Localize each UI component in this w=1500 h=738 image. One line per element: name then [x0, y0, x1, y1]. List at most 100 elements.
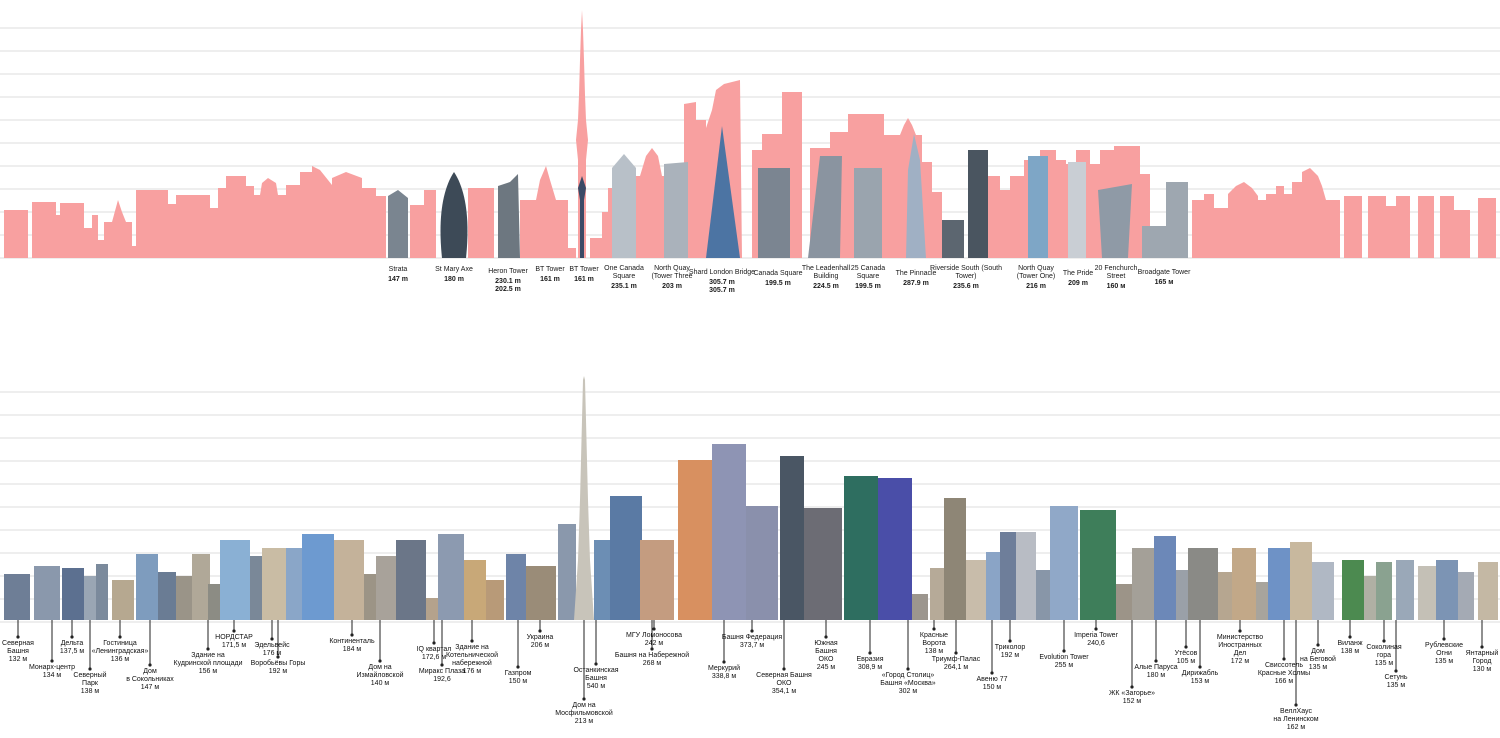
- building-height: 171,5 м: [221, 642, 247, 649]
- building-name: «Город Столиц» Башня «Москва»: [880, 672, 936, 687]
- london-label: St Mary Axe 180 m: [435, 266, 473, 284]
- moscow-label: Алые Паруса 180 м: [1134, 664, 1177, 680]
- building-name: The Pinnacle: [895, 270, 937, 277]
- moscow-building: [302, 534, 334, 620]
- leader-dot: [1282, 657, 1286, 661]
- building-name: Меркурий: [708, 665, 740, 672]
- building-height: 206 м: [530, 642, 550, 649]
- london-label: BT Tower 161 m: [569, 266, 598, 284]
- moscow-building: [176, 576, 192, 620]
- london-label: Heron Tower 230.1 m 202.5 m: [488, 268, 528, 294]
- moscow-building: [1232, 548, 1256, 620]
- leader-dot: [432, 641, 436, 645]
- london-label: Broadgate Tower 165 м: [1138, 269, 1191, 287]
- building-name: Strata: [388, 266, 408, 273]
- leader-dot: [906, 667, 910, 671]
- london-label: Shard London Bridge 305.7 m 305.7 m: [689, 269, 755, 295]
- building-height: 156 м: [198, 668, 218, 675]
- building-name: Авеню 77: [976, 676, 1008, 683]
- leader-dot: [782, 667, 786, 671]
- leader-dot: [722, 660, 726, 664]
- moscow-building: [464, 560, 486, 620]
- moscow-label: Южная Башня ОКО 245 м: [814, 640, 837, 672]
- leader-dot: [88, 667, 92, 671]
- building-name: Дом на Мосфильмовской: [555, 702, 613, 717]
- moscow-label: Здание на Кудринской площади 156 м: [174, 652, 243, 676]
- building-height: 242 м: [644, 640, 664, 647]
- building-height: 135 м: [1434, 658, 1454, 665]
- leader-dot: [516, 665, 520, 669]
- building-height: 235.1 m: [611, 283, 637, 290]
- building-name: Здание на Котельнической набережной: [445, 644, 499, 667]
- building-height: 176 м: [462, 668, 482, 675]
- leader-dot: [470, 639, 474, 643]
- moscow-label: Евразия 308,9 м: [856, 656, 883, 672]
- moscow-building: [250, 556, 264, 620]
- strata-building: [388, 190, 408, 258]
- moscow-label: «Город Столиц» Башня «Москва» 302 м: [880, 672, 935, 696]
- building-name: Imperia Tower: [1074, 632, 1118, 639]
- moscow-label: Северная Башня ОКО 354,1 м: [756, 672, 812, 696]
- building-height: 138 м: [1340, 648, 1360, 655]
- moscow-label: Дом на Беговой 135 м: [1300, 648, 1336, 672]
- moscow-building: [944, 498, 966, 620]
- moscow-label: Северная Башня 132 м: [2, 640, 34, 664]
- moscow-label: Янтарный Город 130 м: [1466, 650, 1499, 674]
- leader-dot: [1480, 645, 1484, 649]
- moscow-building: [594, 540, 614, 620]
- leader-dot: [1294, 703, 1298, 707]
- moscow-label: Imperia Tower 240,6: [1074, 632, 1118, 648]
- moscow-building: [506, 554, 526, 620]
- moscow-building: [1396, 560, 1414, 620]
- moscow-building: [192, 554, 210, 620]
- building-name: Riverside South (South Tower): [930, 265, 1002, 280]
- leader-dot: [652, 627, 656, 631]
- moscow-label: Останкинская Башня 540 м: [573, 667, 618, 691]
- moscow-building: [912, 594, 928, 620]
- leader-dot: [118, 635, 122, 639]
- leader-dot: [932, 627, 936, 631]
- moscow-building: [780, 456, 804, 620]
- leader-dot: [824, 635, 828, 639]
- building-name: St Mary Axe: [435, 266, 473, 273]
- building-height: 130 м: [1472, 666, 1492, 673]
- building-name: 20 Fenchurch Street: [1094, 265, 1138, 280]
- leader-dot: [276, 655, 280, 659]
- building-name: Heron Tower: [488, 268, 528, 275]
- leader-dot: [378, 659, 382, 663]
- north-quay-building: [664, 162, 688, 258]
- moscow-label: МГУ Ломоносова 242 м: [626, 632, 682, 648]
- building-name: Соколиная гора: [1366, 644, 1402, 659]
- moscow-label: Дом в Сокольниках 147 м: [126, 668, 174, 692]
- moscow-label: Гостиница «Ленинградская» 136 м: [92, 640, 149, 664]
- leader-dot: [1238, 629, 1242, 633]
- building-name: ВеллХаус на Ленинском: [1273, 708, 1319, 723]
- moscow-label: Дельта 137,5 м: [60, 640, 84, 656]
- moscow-building: [1176, 570, 1190, 620]
- building-height: 140 м: [370, 680, 390, 687]
- london-label: The Pride 209 m: [1063, 270, 1093, 288]
- moscow-building: [396, 540, 426, 620]
- moscow-label: Газпром 150 м: [505, 670, 532, 686]
- bt-tower-silhouette: [576, 10, 588, 258]
- leader-dot: [270, 637, 274, 641]
- riverside-south-building: [942, 220, 964, 258]
- building-height: 308,9 м: [857, 664, 883, 671]
- building-name: Дом в Сокольниках: [126, 668, 174, 683]
- building-height: 224.5 m: [813, 283, 839, 290]
- building-height: 135 м: [1386, 682, 1406, 689]
- building-height: 152 м: [1122, 698, 1142, 705]
- building-height: 138 м: [80, 688, 100, 695]
- moscow-building: [986, 552, 1000, 620]
- leader-dot: [1154, 659, 1158, 663]
- building-name: Северный Парк: [73, 672, 107, 687]
- ostankino-tower-building: [574, 376, 594, 620]
- shard-building: [706, 126, 740, 258]
- building-height: 216 m: [1026, 283, 1046, 290]
- moscow-label: Evolution Tower 255 м: [1039, 654, 1088, 670]
- building-name: Северная Башня: [2, 640, 34, 655]
- moscow-building: [1364, 576, 1378, 620]
- building-height: 135 м: [1374, 660, 1394, 667]
- building-name: Эдельвейс: [254, 642, 290, 649]
- moscow-building: [746, 506, 778, 620]
